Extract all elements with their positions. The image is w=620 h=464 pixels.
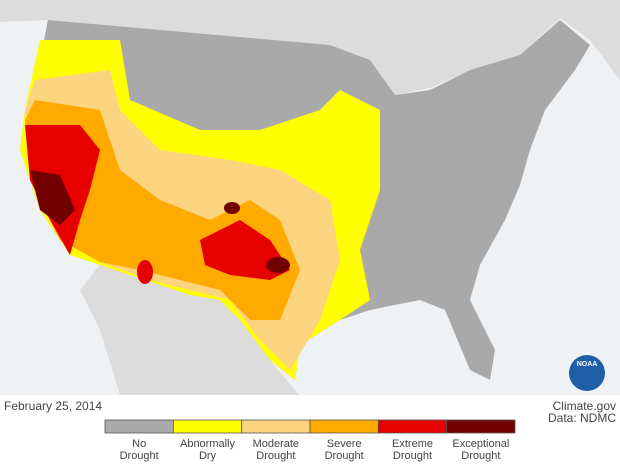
canada [0, 0, 620, 95]
exceptional-drought [224, 202, 240, 214]
legend-label: Drought [120, 450, 159, 462]
legend-label: No [132, 438, 146, 450]
mexico [80, 265, 300, 395]
legend-label: Dry [199, 450, 217, 462]
legend-swatch [241, 419, 311, 434]
legend-label: Drought [325, 450, 364, 462]
logo-circle [569, 355, 605, 391]
legend-label: Exceptional [452, 438, 509, 450]
legend-swatch [104, 419, 174, 434]
source: Climate.gov [553, 399, 616, 413]
legend-swatch [309, 419, 379, 434]
legend-label: Drought [461, 450, 500, 462]
legend-label: Drought [393, 450, 432, 462]
data-source: Data: NDMC [548, 411, 616, 425]
legend-label: Extreme [392, 438, 433, 450]
date: February 25, 2014 [4, 399, 102, 413]
legend: NoDroughtAbnormallyDryModerateDroughtSev… [104, 419, 516, 462]
legend-label: Severe [327, 438, 362, 450]
exceptional-drought [30, 170, 75, 225]
legend-swatch [377, 419, 448, 434]
legend-label: Drought [256, 450, 295, 462]
noaa-logo: NOAA [569, 355, 605, 391]
exceptional-drought [266, 257, 290, 273]
extreme-drought [137, 260, 153, 284]
legend-swatch [446, 419, 516, 434]
drought-areas [20, 40, 380, 380]
legend-label: Moderate [253, 438, 299, 450]
legend-swatch [172, 419, 243, 434]
logo-text: NOAA [577, 361, 598, 368]
legend-label: Abnormally [180, 438, 236, 450]
